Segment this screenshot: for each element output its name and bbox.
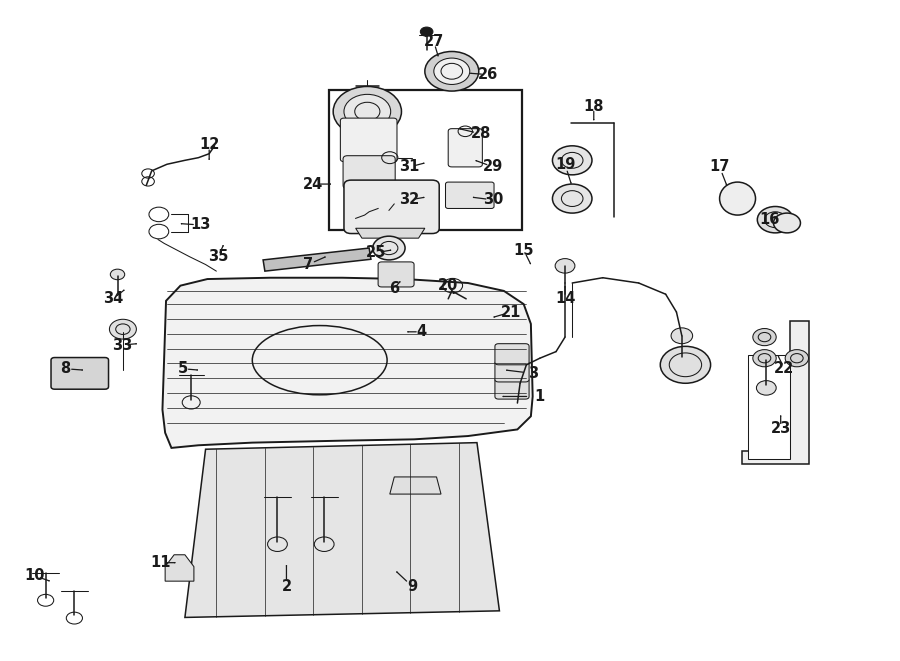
FancyBboxPatch shape	[386, 184, 431, 206]
Text: 20: 20	[438, 278, 458, 293]
Text: 4: 4	[416, 325, 427, 339]
Polygon shape	[165, 555, 194, 581]
FancyBboxPatch shape	[448, 129, 482, 167]
FancyBboxPatch shape	[51, 358, 109, 389]
Circle shape	[756, 381, 776, 395]
Text: 34: 34	[103, 292, 123, 306]
Text: 2: 2	[282, 579, 292, 594]
Circle shape	[757, 206, 793, 233]
FancyBboxPatch shape	[343, 156, 395, 188]
Text: 35: 35	[208, 249, 229, 264]
Text: 19: 19	[554, 157, 575, 172]
Text: 31: 31	[400, 159, 419, 175]
Circle shape	[555, 258, 575, 273]
Text: 26: 26	[478, 67, 498, 82]
Polygon shape	[162, 278, 533, 448]
Circle shape	[434, 58, 470, 85]
Text: 17: 17	[709, 159, 730, 175]
Text: 29: 29	[483, 159, 503, 175]
Circle shape	[425, 52, 479, 91]
Text: 27: 27	[424, 34, 444, 49]
Text: 3: 3	[527, 366, 537, 381]
FancyBboxPatch shape	[446, 182, 494, 208]
Circle shape	[773, 213, 800, 233]
FancyBboxPatch shape	[378, 262, 414, 287]
Text: 15: 15	[513, 243, 534, 258]
Polygon shape	[184, 443, 500, 617]
Bar	[328, 91, 522, 230]
Text: 8: 8	[60, 362, 70, 376]
Circle shape	[420, 27, 433, 36]
FancyBboxPatch shape	[495, 344, 529, 365]
Text: 32: 32	[400, 192, 419, 208]
Text: 11: 11	[150, 555, 171, 570]
Circle shape	[661, 346, 711, 383]
Text: 13: 13	[190, 217, 211, 233]
Text: 6: 6	[389, 281, 400, 295]
Circle shape	[344, 95, 391, 129]
Text: 24: 24	[303, 176, 323, 192]
Circle shape	[553, 146, 592, 175]
Text: 33: 33	[112, 338, 132, 352]
Text: 30: 30	[483, 192, 503, 208]
Text: 9: 9	[407, 579, 418, 594]
Circle shape	[752, 329, 776, 346]
Text: 18: 18	[583, 98, 604, 114]
Circle shape	[110, 319, 137, 339]
Polygon shape	[263, 248, 371, 271]
Bar	[748, 355, 789, 459]
Text: 28: 28	[472, 126, 491, 141]
Text: 7: 7	[303, 257, 313, 272]
Circle shape	[553, 184, 592, 213]
Ellipse shape	[720, 182, 755, 215]
Text: 10: 10	[24, 568, 45, 584]
Circle shape	[671, 328, 693, 344]
Text: 12: 12	[199, 137, 220, 152]
Text: 23: 23	[770, 420, 791, 436]
Circle shape	[752, 350, 776, 367]
FancyBboxPatch shape	[495, 378, 529, 399]
FancyBboxPatch shape	[340, 118, 397, 162]
Polygon shape	[356, 228, 425, 238]
Circle shape	[333, 87, 401, 137]
Circle shape	[785, 350, 808, 367]
Text: 21: 21	[501, 305, 521, 319]
Text: 22: 22	[774, 362, 795, 376]
Text: 25: 25	[366, 245, 386, 260]
Text: 5: 5	[178, 362, 188, 376]
Text: 1: 1	[535, 389, 545, 404]
Circle shape	[373, 236, 405, 260]
Text: 14: 14	[554, 292, 575, 306]
Polygon shape	[390, 477, 441, 494]
Polygon shape	[742, 321, 809, 464]
FancyBboxPatch shape	[495, 361, 529, 382]
Text: 16: 16	[759, 212, 779, 227]
FancyBboxPatch shape	[344, 180, 439, 233]
Circle shape	[111, 269, 125, 280]
